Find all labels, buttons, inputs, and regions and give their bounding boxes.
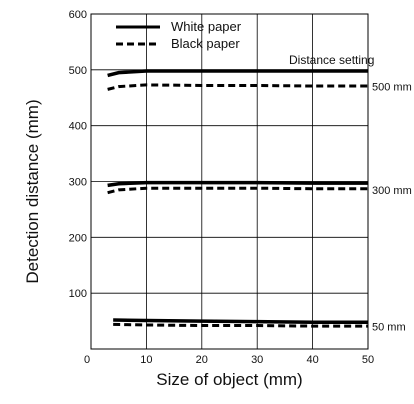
series-line-solid-50-mm: [113, 318, 368, 324]
x-tick-label: 0: [84, 354, 90, 366]
y-tick-label: 500: [69, 65, 87, 77]
distance-setting-value: 500 mm: [372, 82, 412, 94]
distance-setting-value: 50 mm: [372, 322, 406, 334]
distance-setting-value: 300 mm: [372, 185, 412, 197]
series-line-dashed-50-mm: [113, 322, 368, 328]
x-tick-label: 50: [362, 354, 374, 366]
legend: White paper Black paper: [116, 19, 242, 51]
legend-label-black-paper: Black paper: [171, 36, 240, 51]
series-line-solid-500-mm: [107, 69, 368, 78]
legend-label-white-paper: White paper: [171, 19, 242, 34]
y-tick-label: 200: [69, 232, 87, 244]
y-tick-label: 100: [69, 288, 87, 300]
distance-setting-label: Distance setting: [289, 53, 374, 67]
x-axis-label: Size of object (mm): [156, 370, 302, 389]
series-line-dashed-300-mm: [107, 186, 368, 195]
tick-labels: 0 10 20 30 40 50 100 200 300 400 500 600 500 mm 300 m…: [69, 9, 412, 366]
x-tick-label: 20: [196, 354, 208, 366]
y-axis-label: Detection distance (mm): [23, 99, 42, 283]
series-layer: [107, 69, 368, 328]
x-tick-label: 30: [251, 354, 263, 366]
series-line-dashed-500-mm: [107, 83, 368, 91]
y-tick-label: 400: [69, 121, 87, 133]
y-tick-label: 300: [69, 177, 87, 189]
x-tick-label: 40: [306, 354, 318, 366]
series-line-solid-300-mm: [107, 180, 368, 188]
y-tick-label: 600: [69, 9, 87, 21]
x-tick-label: 10: [140, 354, 152, 366]
